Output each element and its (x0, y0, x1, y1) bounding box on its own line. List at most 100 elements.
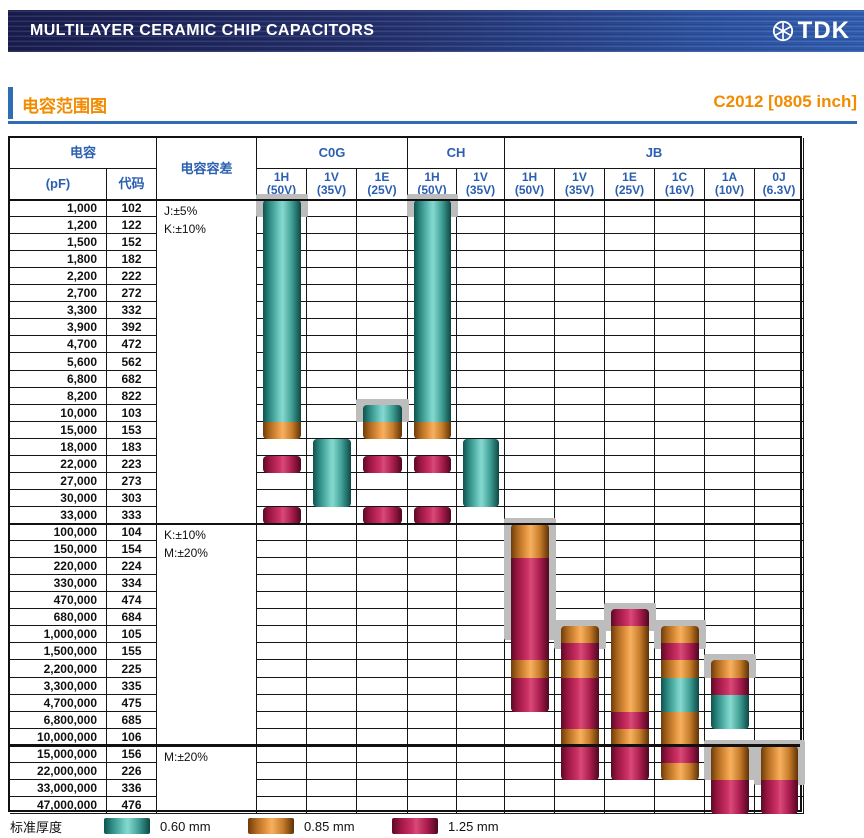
bar-segment-orange (761, 745, 798, 780)
row-code-334: 334 (107, 575, 157, 593)
grid-cell (307, 609, 357, 627)
grid-cell (457, 319, 505, 337)
grid-cell (605, 251, 655, 269)
row-code-222: 222 (107, 268, 157, 286)
grid-cell (755, 217, 804, 235)
grid-cell (457, 643, 505, 661)
grid-cell (307, 404, 357, 422)
grid-cell (357, 489, 408, 507)
grid-cell (755, 455, 804, 473)
tolerance-block-1: J:±5% K:±10% (157, 200, 257, 525)
grid-cell (755, 575, 804, 593)
block-divider-2 (10, 744, 800, 747)
header-col-CH-1V: 1V (35V) (457, 169, 505, 200)
thickness-125-swatch (392, 818, 439, 834)
grid-cell (505, 796, 555, 814)
row-pf-333: 33,000 (10, 506, 107, 525)
bar-segment-orange (661, 762, 699, 780)
grid-cell (655, 438, 705, 456)
tolerance-block-2: K:±10% M:±20% (157, 524, 257, 746)
row-pf-105: 1,000,000 (10, 626, 107, 644)
tdk-gear-icon (772, 20, 793, 42)
grid-cell (307, 268, 357, 286)
grid-cell (555, 251, 605, 269)
grid-cell (655, 404, 705, 422)
grid-cell (755, 592, 804, 610)
grid-cell (307, 575, 357, 593)
grid-cell (555, 506, 605, 525)
row-code-682: 682 (107, 370, 157, 388)
grid-cell (357, 353, 408, 371)
tolerance-block-3: M:±20% (157, 745, 257, 814)
bar-segment-maroon (511, 558, 549, 661)
grid-cell (505, 251, 555, 269)
grid-cell (307, 506, 357, 525)
grid-cell (457, 609, 505, 627)
header-group-C0G: C0G (257, 138, 408, 169)
banner-title: MULTILAYER CERAMIC CHIP CAPACITORS (30, 22, 375, 39)
grid-cell (357, 234, 408, 252)
row-code-223: 223 (107, 455, 157, 473)
grid-cell (505, 319, 555, 337)
page-title: 电容范围图 (22, 97, 107, 116)
bar-segment-orange (561, 626, 599, 644)
grid-cell (307, 660, 357, 678)
grid-cell (755, 489, 804, 507)
grid-cell (605, 575, 655, 593)
grid-cell (655, 319, 705, 337)
grid-cell (408, 677, 457, 695)
row-pf-336: 33,000,000 (10, 779, 107, 797)
grid-cell (307, 200, 357, 218)
grid-cell (655, 200, 705, 218)
grid-cell (705, 558, 755, 576)
grid-cell (357, 626, 408, 644)
row-pf-153: 15,000 (10, 421, 107, 439)
grid-cell (705, 506, 755, 525)
row-pf-332: 3,300 (10, 302, 107, 320)
grid-cell (505, 489, 555, 507)
grid-cell (408, 592, 457, 610)
header-tolerance: 电容容差 (157, 138, 257, 200)
grid-cell (408, 609, 457, 627)
grid-cell (755, 302, 804, 320)
row-pf-224: 220,000 (10, 558, 107, 576)
grid-cell (655, 353, 705, 371)
grid-cell (705, 609, 755, 627)
grid-cell (505, 302, 555, 320)
grid-cell (755, 251, 804, 269)
row-pf-183: 18,000 (10, 438, 107, 456)
range-bar (463, 438, 499, 507)
row-code-475: 475 (107, 694, 157, 712)
grid-cell (357, 660, 408, 678)
bar-segment-maroon (511, 677, 549, 712)
grid-cell (408, 438, 457, 456)
grid-cell (307, 234, 357, 252)
grid-cell (505, 200, 555, 218)
row-code-104: 104 (107, 524, 157, 542)
grid-cell (605, 524, 655, 542)
row-code-182: 182 (107, 251, 157, 269)
bar-segment-maroon (711, 779, 749, 814)
grid-cell (457, 302, 505, 320)
part-number: C2012 [0805 inch] (713, 92, 857, 111)
header-pf: (pF) (10, 169, 107, 200)
grid-cell (307, 336, 357, 354)
range-bar (611, 609, 649, 780)
legend-item-125: 1.25 mm (392, 818, 510, 834)
grid-cell (408, 779, 457, 797)
header-col-JB-0J: 0J (6.3V) (755, 169, 804, 200)
header-divider (10, 198, 800, 201)
grid-cell (705, 251, 755, 269)
tdk-logo: TDK (772, 10, 850, 52)
bar-segment-maroon (611, 711, 649, 729)
grid-cell (257, 711, 307, 729)
range-bar (263, 506, 301, 525)
thickness-085-label: 0.85 mm (304, 818, 355, 834)
bar-segment-maroon (761, 779, 798, 814)
grid-cell (605, 200, 655, 218)
row-pf-392: 3,900 (10, 319, 107, 337)
grid-cell (605, 438, 655, 456)
grid-cell (555, 387, 605, 405)
grid-cell (357, 268, 408, 286)
grid-cell (555, 217, 605, 235)
